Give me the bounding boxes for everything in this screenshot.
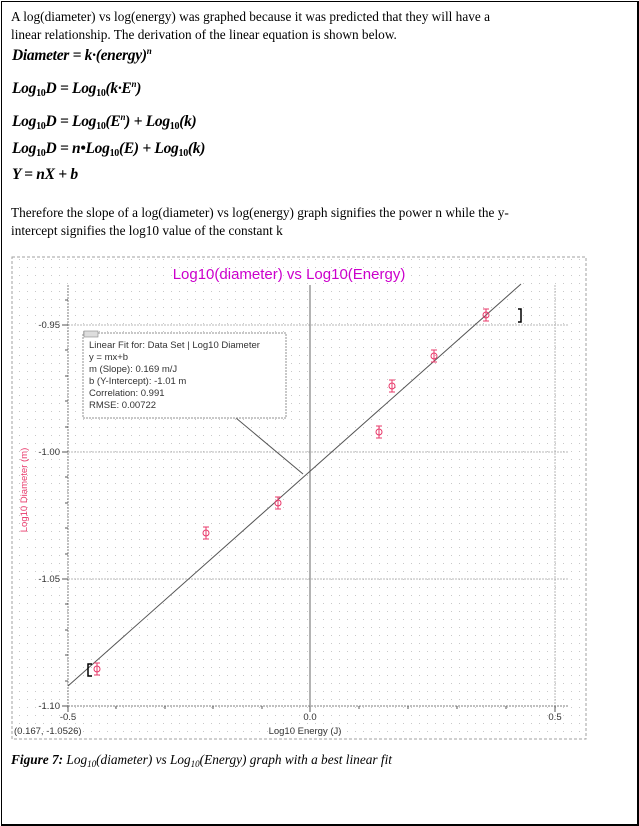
data-point-3 (274, 496, 282, 510)
svg-text:-0.95: -0.95 (38, 320, 60, 331)
intro-paragraph: A log(diameter) vs log(energy) was graph… (11, 8, 490, 44)
annotation-close-icon[interactable] (83, 330, 99, 338)
svg-text:b (Y-Intercept): -1.01 m: b (Y-Intercept): -1.01 m (89, 376, 186, 387)
y-ticks (62, 299, 68, 707)
caption-text-c: (Energy) graph with a best linear fit (199, 752, 392, 767)
equation-4: Log10D = n•Log10(E) + Log10(k) (12, 140, 206, 159)
data-point-2 (202, 526, 210, 540)
cursor-readout: (0.167, -1.0526) (14, 726, 82, 737)
svg-text:RMSE: 0.00722: RMSE: 0.00722 (89, 400, 156, 411)
caption-sub-a: 10 (87, 759, 97, 769)
svg-text:m (Slope): 0.169 m/J: m (Slope): 0.169 m/J (89, 364, 177, 375)
x-ticks (67, 706, 556, 712)
svg-text:y = mx+b: y = mx+b (89, 352, 128, 363)
conclusion-paragraph: Therefore the slope of a log(diameter) v… (11, 204, 509, 240)
svg-text:-1.00: -1.00 (38, 447, 60, 458)
chart-title: Log10(diameter) vs Log10(Energy) (173, 266, 406, 283)
fit-line (67, 283, 522, 687)
svg-text:0.5: 0.5 (548, 712, 561, 723)
data-point-7 (482, 308, 490, 322)
caption-label: Figure 7: (11, 752, 64, 767)
caption-text-a: Log (63, 752, 88, 767)
x-tick-labels: -0.5 0.0 0.5 (60, 712, 562, 723)
equation-2: Log10D = Log10(k·En) (12, 79, 142, 99)
chart: Log10(diameter) vs Log10(Energy) -0.95 -… (11, 256, 587, 740)
data-point-5 (388, 379, 396, 393)
conclusion-line-1: Therefore the slope of a log(diameter) v… (11, 205, 509, 220)
data-points (93, 308, 490, 676)
intro-line-1: A log(diameter) vs log(energy) was graph… (11, 9, 491, 24)
intro-line-2: linear relationship. The derivation of t… (11, 27, 397, 42)
y-tick-labels: -0.95 -1.00 -1.05 -1.10 (38, 320, 60, 712)
figure-caption: Figure 7: Log10(diameter) vs Log10(Energ… (11, 752, 392, 769)
caption-sub-b: 10 (190, 759, 200, 769)
equation-3: Log10D = Log10(En) + Log10(k) (12, 112, 197, 132)
svg-text:Linear Fit for: Data Set | Lo: Linear Fit for: Data Set | Log10 Diamete… (89, 340, 260, 351)
svg-text:Correlation: 0.991: Correlation: 0.991 (89, 388, 165, 399)
annotation-leader (235, 417, 304, 475)
svg-text:0.0: 0.0 (303, 712, 316, 723)
data-point-1 (93, 662, 101, 676)
caption-text-b: (diameter) vs Log (96, 752, 191, 767)
y-axis-label: Log10 Diameter (m) (19, 448, 30, 532)
x-axis-label: Log10 Energy (J) (269, 726, 342, 737)
conclusion-line-2: intercept signifies the log10 value of t… (11, 223, 283, 238)
range-bracket-left (87, 663, 92, 677)
range-bracket-right (518, 308, 522, 323)
data-point-4 (375, 425, 383, 439)
svg-text:-1.10: -1.10 (38, 701, 60, 712)
equation-1: Diameter = k·(energy)n (12, 46, 152, 64)
linear-fit-annotation[interactable]: Linear Fit for: Data Set | Log10 Diamete… (82, 330, 287, 419)
equation-5: Y = nX + b (12, 166, 78, 183)
data-point-6 (430, 349, 438, 363)
svg-text:-0.5: -0.5 (60, 712, 76, 723)
svg-text:-1.05: -1.05 (38, 574, 60, 585)
